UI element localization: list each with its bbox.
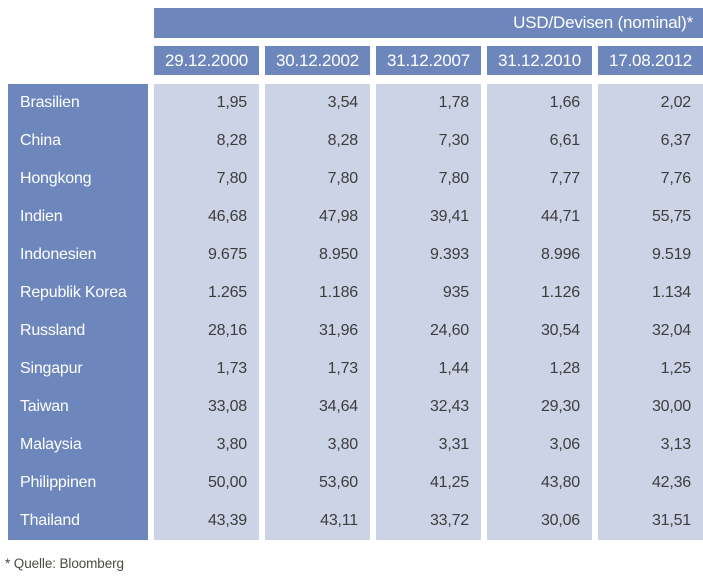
rate-value: 43,80 — [487, 464, 592, 502]
rate-value: 39,41 — [376, 198, 481, 236]
rate-value: 50,00 — [154, 464, 259, 502]
date-column-header: 31.12.2010 — [487, 46, 592, 75]
rate-value: 3,80 — [265, 426, 370, 464]
rate-value: 28,16 — [154, 312, 259, 350]
rate-value: 55,75 — [598, 198, 703, 236]
rate-value: 46,68 — [154, 198, 259, 236]
country-label: Philippinen — [8, 464, 148, 502]
rate-value: 3,31 — [376, 426, 481, 464]
rate-value: 1,78 — [376, 84, 481, 122]
rate-value: 3,06 — [487, 426, 592, 464]
rate-value: 935 — [376, 274, 481, 312]
country-label: Indien — [8, 198, 148, 236]
date-header-row: 29.12.2000 30.12.2002 31.12.2007 31.12.2010… — [8, 46, 703, 75]
rate-value: 1.186 — [265, 274, 370, 312]
date-header-spacer — [8, 46, 148, 75]
rate-value: 3,13 — [598, 426, 703, 464]
country-label: Taiwan — [8, 388, 148, 426]
rate-value: 7,80 — [154, 160, 259, 198]
rate-value: 43,11 — [265, 502, 370, 540]
rate-value: 1,95 — [154, 84, 259, 122]
rate-value: 9.519 — [598, 236, 703, 274]
rate-value: 24,60 — [376, 312, 481, 350]
rate-value: 31,51 — [598, 502, 703, 540]
rate-value: 47,98 — [265, 198, 370, 236]
rate-value: 8,28 — [154, 122, 259, 160]
country-label: Thailand — [8, 502, 148, 540]
rate-value: 7,30 — [376, 122, 481, 160]
country-label: Hongkong — [8, 160, 148, 198]
rate-value: 1.265 — [154, 274, 259, 312]
rate-value: 33,72 — [376, 502, 481, 540]
rate-value: 3,80 — [154, 426, 259, 464]
date-column-header: 30.12.2002 — [265, 46, 370, 75]
rate-value: 32,43 — [376, 388, 481, 426]
date-column-header: 31.12.2007 — [376, 46, 481, 75]
rate-value: 30,00 — [598, 388, 703, 426]
rate-value: 31,96 — [265, 312, 370, 350]
rate-value: 8.950 — [265, 236, 370, 274]
country-label: Russland — [8, 312, 148, 350]
rate-value: 44,71 — [487, 198, 592, 236]
rate-value: 41,25 — [376, 464, 481, 502]
table-title: USD/Devisen (nominal)* — [154, 8, 703, 38]
rate-value: 29,30 — [487, 388, 592, 426]
rate-value: 1.126 — [487, 274, 592, 312]
rate-value: 33,08 — [154, 388, 259, 426]
rate-value: 32,04 — [598, 312, 703, 350]
rate-value: 8,28 — [265, 122, 370, 160]
rate-value: 30,06 — [487, 502, 592, 540]
rate-value: 7,80 — [265, 160, 370, 198]
rate-value: 43,39 — [154, 502, 259, 540]
date-column-header: 17.08.2012 — [598, 46, 703, 75]
country-label: Singapur — [8, 350, 148, 388]
country-label: Indonesien — [8, 236, 148, 274]
country-label: Republik Korea — [8, 274, 148, 312]
rate-value: 1,66 — [487, 84, 592, 122]
rate-value: 3,54 — [265, 84, 370, 122]
country-label: Brasilien — [8, 84, 148, 122]
rate-value: 8.996 — [487, 236, 592, 274]
rate-value: 6,37 — [598, 122, 703, 160]
title-row: USD/Devisen (nominal)* — [8, 8, 703, 38]
rate-value: 7,80 — [376, 160, 481, 198]
rate-value: 53,60 — [265, 464, 370, 502]
date-column-header: 29.12.2000 — [154, 46, 259, 75]
rate-value: 1,28 — [487, 350, 592, 388]
rate-value: 6,61 — [487, 122, 592, 160]
rate-value: 34,64 — [265, 388, 370, 426]
country-label: Malaysia — [8, 426, 148, 464]
rate-value: 1.134 — [598, 274, 703, 312]
rate-value: 1,73 — [265, 350, 370, 388]
country-label: China — [8, 122, 148, 160]
table-body: Brasilien 1,95 3,54 1,78 1,66 2,02 China 8,28 8,… — [8, 84, 703, 540]
rate-value: 9.675 — [154, 236, 259, 274]
rate-value: 7,76 — [598, 160, 703, 198]
rate-value: 1,73 — [154, 350, 259, 388]
rate-value: 9.393 — [376, 236, 481, 274]
rate-value: 7,77 — [487, 160, 592, 198]
source-footnote: * Quelle: Bloomberg — [5, 556, 124, 571]
rate-value: 30,54 — [487, 312, 592, 350]
rate-value: 1,44 — [376, 350, 481, 388]
rate-value: 2,02 — [598, 84, 703, 122]
exchange-rate-table: USD/Devisen (nominal)* 29.12.2000 30.12.2… — [8, 8, 703, 540]
rate-value: 1,25 — [598, 350, 703, 388]
rate-value: 42,36 — [598, 464, 703, 502]
